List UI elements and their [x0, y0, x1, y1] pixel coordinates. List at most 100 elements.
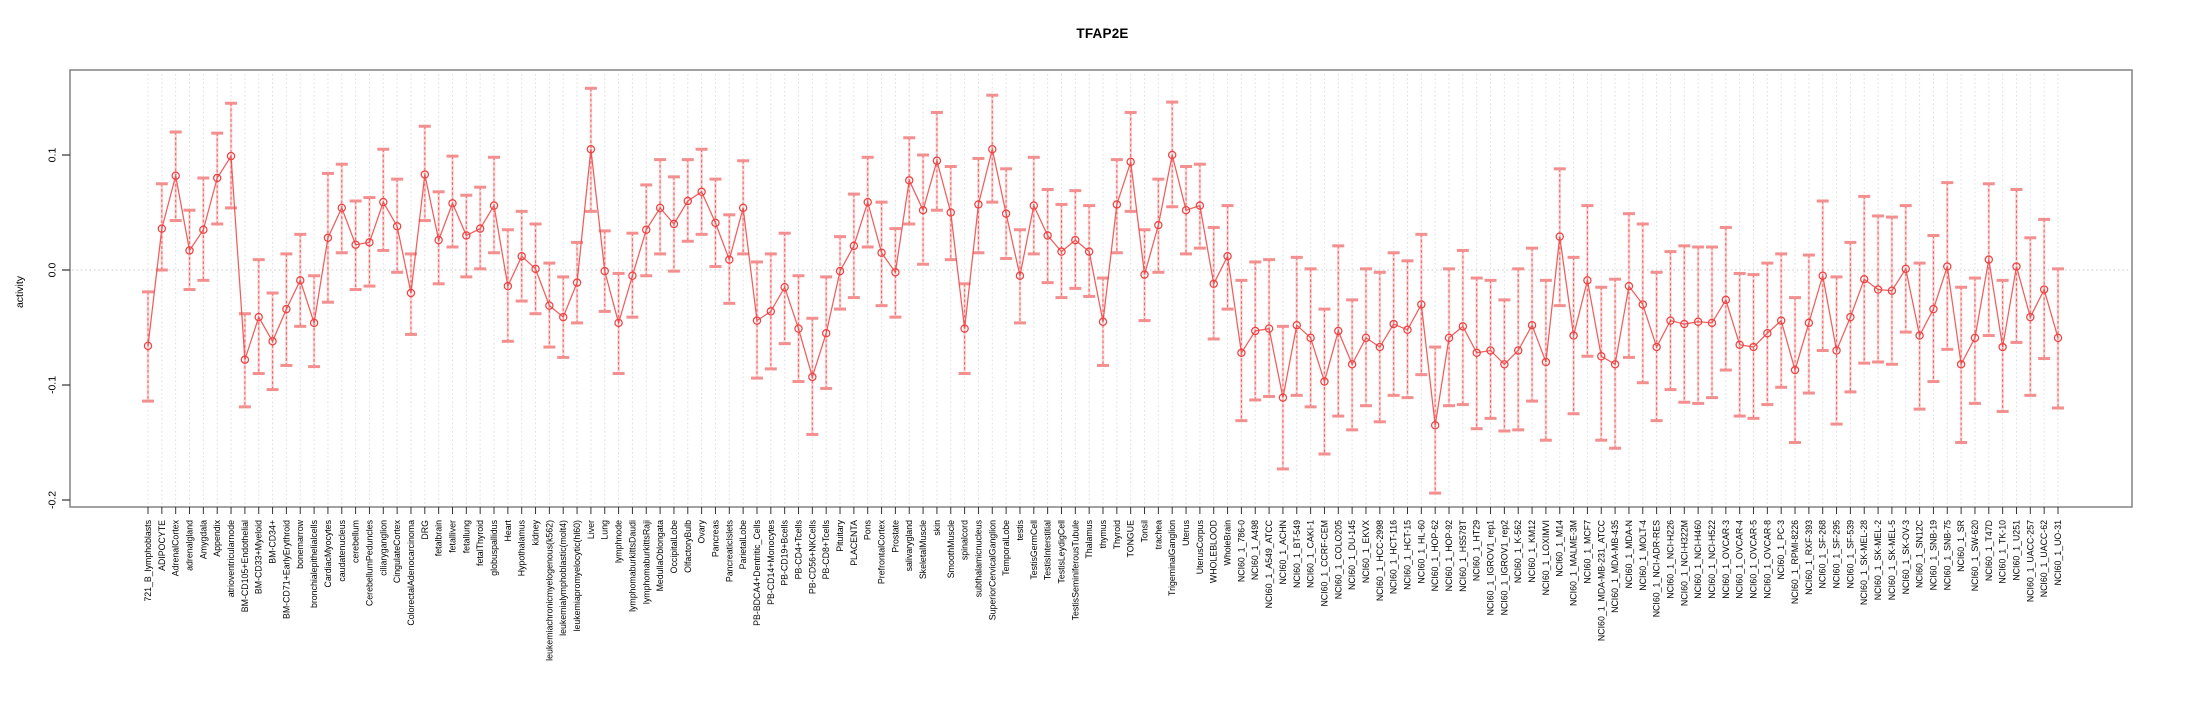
- x-category-label: NCI60_1_SK-MEL-5: [1887, 520, 1897, 600]
- data-point: [2053, 333, 2063, 343]
- data-point: [1555, 232, 1564, 241]
- data-point: [1320, 377, 1329, 386]
- x-category-label: NCI60_1_RPMI-8226: [1790, 520, 1800, 604]
- data-point: [697, 187, 706, 197]
- data-point: [891, 268, 900, 277]
- data-point: [1652, 342, 1661, 352]
- x-category-label: NCI60_1_HCT-15: [1402, 520, 1412, 590]
- x-category-label: WHOLEBLOOD: [1209, 520, 1219, 583]
- data-point: [1873, 285, 1883, 294]
- x-category-label: NCI60_1_COLO205: [1333, 520, 1343, 599]
- x-category-label: NCI60_1_HT29: [1472, 520, 1482, 581]
- data-point: [642, 225, 651, 234]
- x-category-label: PB-CD19+Bcells: [780, 519, 790, 585]
- x-category-label: WholeBrain: [1223, 520, 1233, 566]
- x-category-label: lymphnode: [614, 520, 624, 563]
- x-category-label: NCI60_1_HCT-116: [1389, 520, 1399, 594]
- x-category-label: NCI60_1_CCRF-CEM: [1319, 520, 1329, 607]
- data-point: [545, 301, 554, 310]
- data-point: [254, 312, 263, 322]
- data-point: [1486, 346, 1495, 355]
- data-point: [1707, 318, 1717, 328]
- data-point: [489, 201, 499, 210]
- activity-line: [147, 149, 2059, 426]
- data-point: [1071, 235, 1080, 245]
- data-point: [849, 241, 859, 251]
- data-point: [1292, 320, 1301, 330]
- x-category-label: NCI60_1_UACC-257: [2025, 520, 2035, 602]
- data-point: [1417, 300, 1426, 309]
- x-category-label: SkeletalMuscle: [918, 520, 928, 579]
- data-point: [157, 224, 167, 233]
- x-category-label: PB-CD56+NKCells: [807, 519, 817, 594]
- x-category-label: NCI60_1_HOP-92: [1444, 520, 1454, 591]
- data-point: [475, 224, 485, 233]
- data-point: [1929, 304, 1938, 314]
- data-point: [1098, 317, 1108, 326]
- x-category-label: SuperiorCervicalGanglion: [987, 520, 997, 620]
- data-point: [185, 246, 194, 255]
- x-category-label: NCI60_1_NCI-H522: [1707, 520, 1717, 599]
- x-category-label: NCI60_1_SF-268: [1818, 520, 1828, 589]
- x-category-label: subthalamicnucleus: [973, 519, 983, 597]
- data-point: [905, 176, 914, 185]
- x-category-label: NCI60_1_UO-31: [2053, 520, 2063, 586]
- x-category-label: bronchialepithelialcells: [309, 519, 319, 608]
- data-point: [988, 145, 997, 154]
- x-category-label: NCI60_1_RXF-393: [1804, 520, 1814, 595]
- data-point: [808, 372, 817, 382]
- data-point: [1015, 271, 1025, 280]
- x-category-label: NCI60_1_SK-MEL-2: [1873, 520, 1883, 600]
- x-category-label: NCI60_1_DU-145: [1347, 520, 1357, 590]
- data-point: [226, 151, 236, 161]
- x-category-label: Uterus: [1181, 519, 1191, 546]
- x-category-label: NCI60_1_A498: [1250, 520, 1260, 580]
- x-category-label: NCI60_1_HCC-2998: [1375, 520, 1385, 601]
- data-point: [2012, 262, 2021, 271]
- x-category-label: globuspallidus: [489, 519, 499, 575]
- x-category-label: NCI60_1_OVCAR-8: [1762, 520, 1772, 599]
- data-point: [351, 240, 360, 249]
- data-point: [531, 264, 540, 274]
- y-tick-label: -0.1: [47, 376, 59, 394]
- x-category-label: DRG: [420, 520, 430, 540]
- x-category-label: lymphomaburkittsDaudi: [627, 520, 637, 612]
- x-category-label: NCI60_1_A549_ATCC: [1264, 519, 1274, 608]
- x-category-label: salivarygland: [904, 520, 914, 571]
- x-category-label: fetalbrain: [434, 520, 444, 556]
- data-point: [1597, 352, 1606, 361]
- x-category-label: lymphomaburkittsRaji: [641, 520, 651, 604]
- data-point: [614, 318, 623, 328]
- x-category-label: testis: [1015, 519, 1025, 540]
- data-point: [669, 219, 679, 229]
- x-category-label: NCI60_1_NCI-H460: [1693, 520, 1703, 599]
- x-category-label: CardiacMyocytes: [323, 519, 333, 587]
- x-category-label: NCI60_1_PC-3: [1776, 520, 1786, 580]
- data-point: [794, 324, 803, 333]
- data-point: [1569, 331, 1578, 340]
- data-point: [572, 278, 582, 287]
- x-category-label: leukemiapromyelocytic(hl60): [572, 520, 582, 632]
- data-point: [1140, 270, 1149, 279]
- data-point: [448, 199, 457, 208]
- x-category-label: Heart: [503, 519, 513, 541]
- x-category-label: PLACENTA: [849, 520, 859, 566]
- data-point: [1500, 360, 1509, 369]
- data-point: [1361, 333, 1371, 343]
- y-tick-label: -0.2: [47, 491, 59, 509]
- x-category-label: NCI60_1_MDA-MB-231_ATCC: [1596, 519, 1606, 641]
- chart-title: TFAP2E: [1076, 26, 1129, 41]
- x-category-label: Thalamus: [1084, 519, 1094, 558]
- data-point: [946, 208, 955, 217]
- x-category-label: NCI60_1_CAKI-1: [1306, 520, 1316, 588]
- x-category-label: Appendix: [212, 519, 222, 556]
- x-category-label: atrioventricularnode: [226, 520, 236, 597]
- x-category-label: Pons: [863, 519, 873, 540]
- data-point: [1126, 157, 1135, 167]
- x-category-label: NCI60_1_MOLT-4: [1638, 520, 1648, 591]
- data-point: [1375, 342, 1385, 352]
- x-category-label: NCI60_1_SN12C: [1915, 519, 1925, 588]
- x-category-label: Ovary: [697, 519, 707, 543]
- data-point: [1278, 393, 1288, 402]
